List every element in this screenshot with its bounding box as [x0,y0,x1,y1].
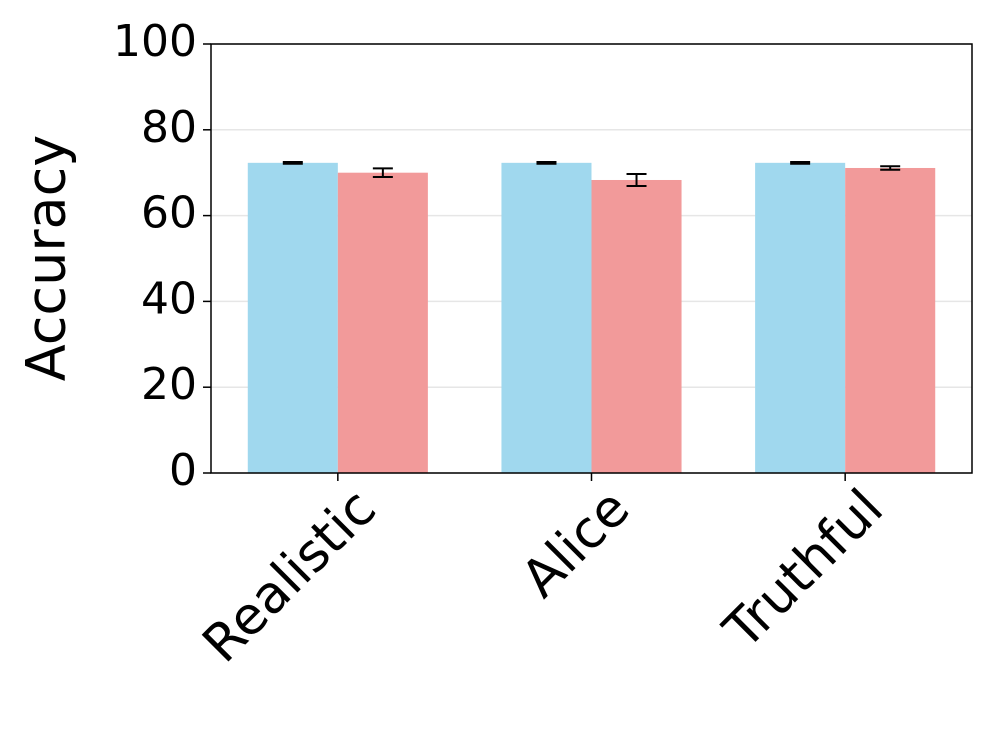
y-tick-label: 0 [169,445,197,496]
x-tick-label: Realistic [192,478,388,674]
error-bar [626,172,647,187]
y-axis-label: Accuracy [15,135,78,382]
error-bar [282,160,303,165]
x-tick-label: Alice [510,478,641,609]
bar [337,172,428,473]
error-bar [536,160,557,165]
y-tick-label: 80 [141,102,197,153]
bar [501,162,592,473]
error-bar [880,165,901,171]
y-tick-label: 40 [141,273,197,324]
y-tick-label: 60 [141,188,197,239]
y-tick-label: 20 [141,359,197,410]
bar [591,179,682,474]
error-bar [790,160,811,165]
bar [755,162,846,473]
bar [247,162,338,473]
y-tick-label: 100 [113,16,197,67]
plot-frame [210,43,973,474]
error-bar [372,167,393,178]
bar [845,167,936,473]
x-tick-label: Truthful [712,478,895,661]
